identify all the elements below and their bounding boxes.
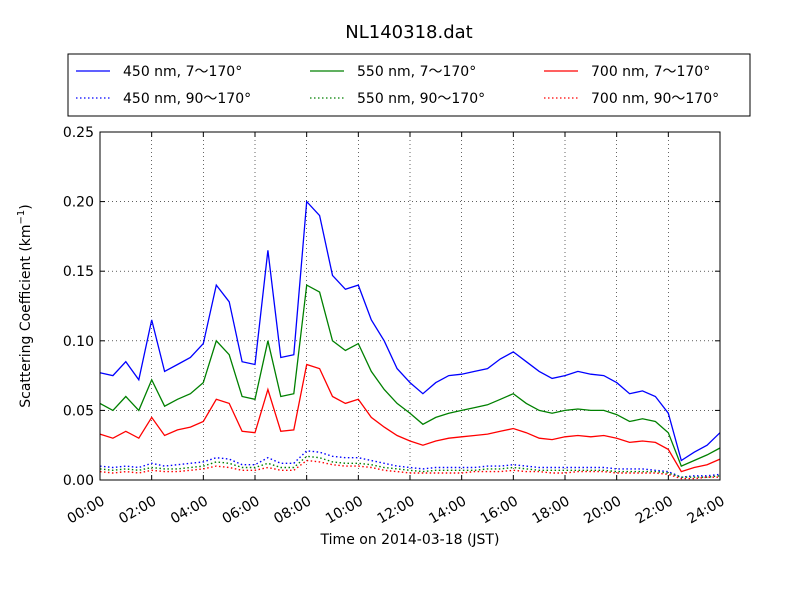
y-tick-label: 0.20 [63, 195, 94, 211]
y-tick-label: 0.05 [63, 403, 94, 419]
y-tick-label: 0.10 [63, 334, 94, 350]
y-axis-label-end: ) [18, 204, 34, 209]
grid-lines [100, 132, 720, 480]
series-line [99, 459, 720, 480]
legend-box [67, 53, 751, 117]
plot-lines [99, 200, 721, 480]
y-axis-label-sup: −1 [16, 210, 27, 225]
series-line [99, 363, 721, 473]
y-axis-label-main: Scattering Coefficient (km [18, 224, 34, 407]
series-line [99, 450, 721, 478]
y-tick-label: 0.25 [63, 125, 94, 141]
legend-entry: 450 nm, 90～170° [123, 91, 251, 107]
x-axis-label: Time on 2014-03-18 (JST) [320, 532, 500, 548]
y-axis-label: Scattering Coefficient (km−1) [16, 204, 34, 408]
legend: 450 nm, 7～170° 450 nm, 90～170° 550 nm, 7～1… [67, 53, 751, 117]
y-tick-label: 0.15 [63, 264, 94, 280]
series-line [99, 200, 721, 462]
legend-entry: 450 nm, 7～170° [123, 64, 242, 80]
legend-entry: 550 nm, 7～170° [357, 64, 476, 80]
y-tick-label: 0.00 [63, 473, 94, 489]
legend-entry: 700 nm, 7～170° [591, 64, 710, 80]
legend-entry: 550 nm, 90～170° [357, 91, 485, 107]
series-line [99, 455, 721, 478]
chart-title: NL140318.dat [345, 22, 472, 43]
series-line [99, 284, 721, 467]
legend-entry: 700 nm, 90～170° [591, 91, 719, 107]
